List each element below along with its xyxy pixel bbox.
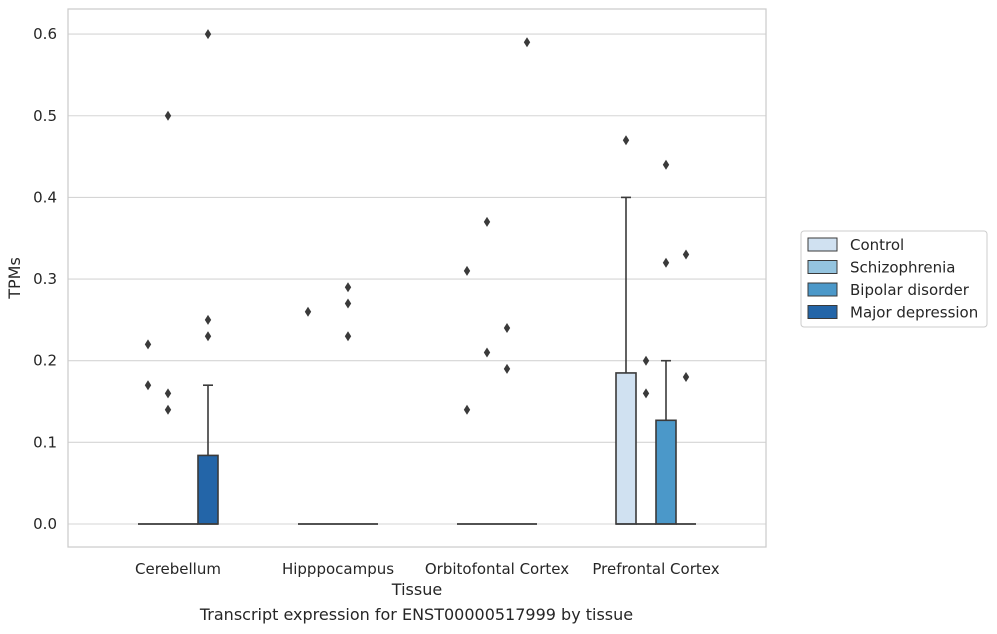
outlier-point xyxy=(463,265,471,276)
box xyxy=(197,384,219,525)
y-tick-label: 0.0 xyxy=(33,515,57,533)
legend-swatch xyxy=(807,260,838,274)
x-tick-label: Cerebellum xyxy=(135,560,221,578)
outlier-point xyxy=(662,159,670,170)
legend-swatch xyxy=(807,237,838,252)
legend-label: Bipolar disorder xyxy=(850,281,970,299)
legend-swatch xyxy=(807,305,838,319)
outlier-point xyxy=(682,372,690,383)
outlier-points xyxy=(144,29,690,415)
box xyxy=(655,359,677,525)
outlier-point xyxy=(164,404,172,415)
plot-area-frame xyxy=(67,8,767,548)
outlier-point xyxy=(642,355,650,366)
box-body xyxy=(615,372,637,525)
grid-lines xyxy=(68,33,766,525)
outlier-point xyxy=(204,29,212,40)
outlier-point xyxy=(344,282,352,293)
outlier-point xyxy=(344,298,352,309)
y-tick-label: 0.5 xyxy=(33,107,57,125)
outlier-point xyxy=(204,331,212,342)
outlier-point xyxy=(503,363,511,374)
outlier-point xyxy=(164,388,172,399)
y-tick-label: 0.6 xyxy=(33,25,57,43)
x-tick-label: Orbitofontal Cortex xyxy=(425,560,569,578)
box-series xyxy=(138,196,696,525)
y-tick-label: 0.2 xyxy=(33,352,57,370)
outlier-point xyxy=(622,135,630,146)
outlier-point xyxy=(483,216,491,227)
y-tick-label: 0.3 xyxy=(33,270,57,288)
legend: Control Schizophrenia Bipolar disorder Majo… xyxy=(800,230,988,328)
outlier-point xyxy=(144,339,152,350)
outlier-point xyxy=(463,404,471,415)
chart-caption: Transcript expression for ENST0000051799… xyxy=(199,605,634,624)
outlier-point xyxy=(483,347,491,358)
legend-label: Schizophrenia xyxy=(850,259,955,277)
box-body xyxy=(197,454,219,525)
outlier-point xyxy=(662,257,670,268)
legend-label: Major depression xyxy=(850,304,978,322)
outlier-point xyxy=(503,323,511,334)
outlier-point xyxy=(642,388,650,399)
y-tick-label: 0.1 xyxy=(33,433,57,451)
outlier-point xyxy=(523,37,531,48)
y-axis-ticks: 0.0 0.1 0.2 0.3 0.4 0.5 0.6 xyxy=(33,25,57,533)
outlier-point xyxy=(144,380,152,391)
outlier-point xyxy=(204,314,212,325)
outlier-point xyxy=(304,306,312,317)
x-axis-title: Tissue xyxy=(391,580,442,599)
x-tick-label: Prefrontal Cortex xyxy=(592,560,719,578)
x-tick-label: Hipppocampus xyxy=(282,560,394,578)
box-body xyxy=(655,419,677,525)
y-axis-title: TPMs xyxy=(5,257,24,300)
outlier-point xyxy=(682,249,690,260)
box xyxy=(615,196,637,525)
outlier-point xyxy=(344,331,352,342)
legend-frame xyxy=(800,230,988,328)
outlier-point xyxy=(164,110,172,121)
legend-swatch xyxy=(807,282,838,297)
legend-label: Control xyxy=(850,236,904,254)
x-axis-ticks: Cerebellum Hipppocampus Orbitofontal Corte… xyxy=(135,560,720,578)
y-tick-label: 0.4 xyxy=(33,188,57,206)
